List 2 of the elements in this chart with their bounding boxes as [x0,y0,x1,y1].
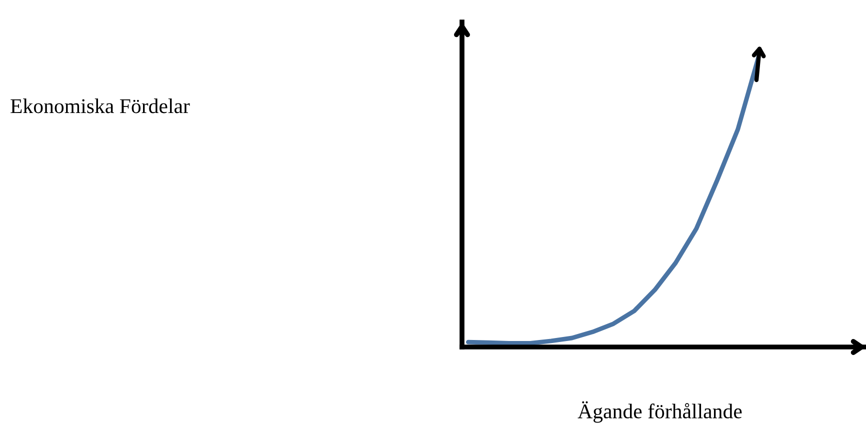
text: Ekonomiska Fördelar [10,98,190,114]
x-axis-title: Ägande förhållande [578,401,742,423]
